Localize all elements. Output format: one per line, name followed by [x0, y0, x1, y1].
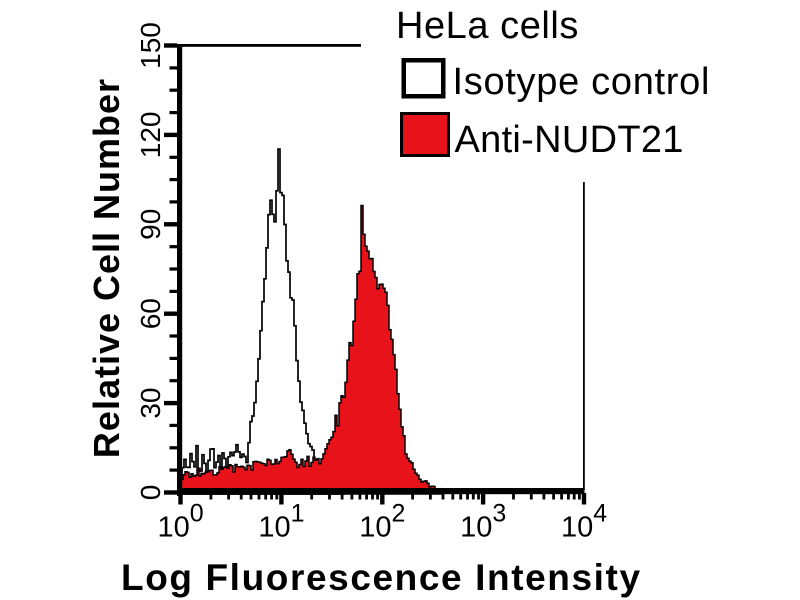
- svg-text:Anti-NUDT21: Anti-NUDT21: [455, 119, 684, 161]
- svg-text:Isotype control: Isotype control: [453, 61, 711, 103]
- svg-text:0: 0: [135, 485, 166, 501]
- svg-text:90: 90: [135, 209, 166, 240]
- svg-text:150: 150: [135, 22, 166, 69]
- svg-text:120: 120: [135, 112, 166, 159]
- svg-text:HeLa cells: HeLa cells: [396, 5, 579, 47]
- svg-text:Relative Cell Number: Relative Cell Number: [86, 78, 127, 458]
- svg-text:30: 30: [135, 388, 166, 419]
- svg-text:60: 60: [135, 298, 166, 329]
- svg-text:Log Fluorescence Intensity: Log Fluorescence Intensity: [121, 557, 642, 598]
